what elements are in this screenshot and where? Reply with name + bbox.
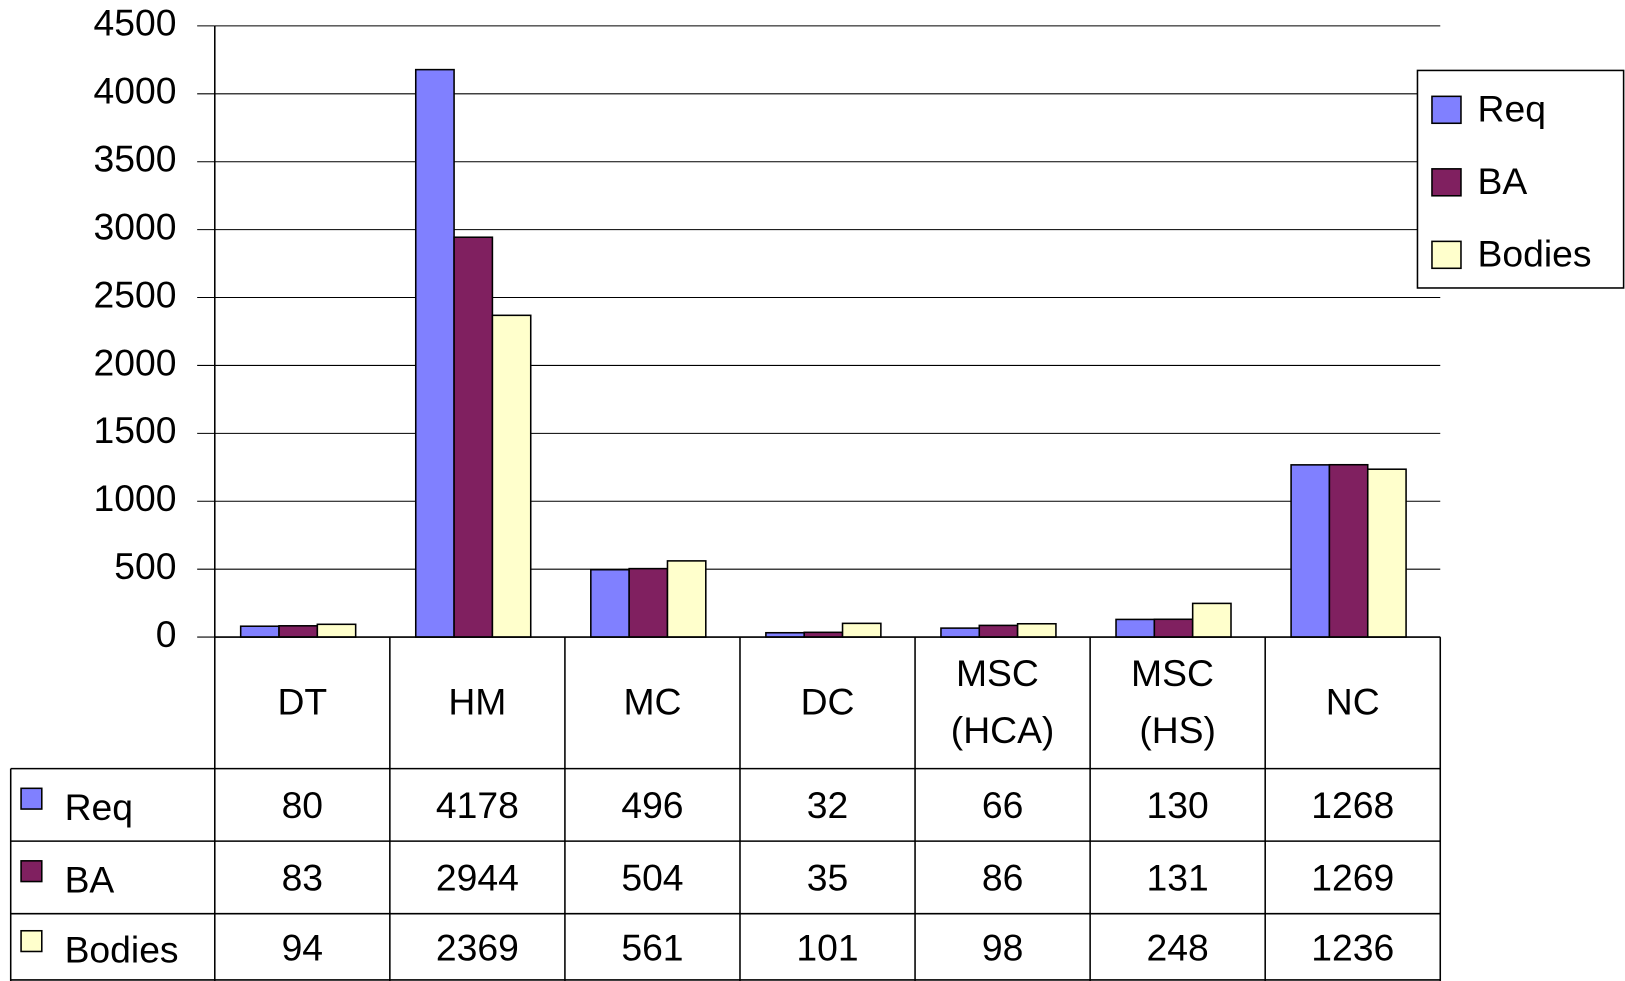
table-cell: 80 bbox=[282, 784, 323, 826]
table-cell: 1236 bbox=[1311, 926, 1394, 968]
bar bbox=[414, 68, 455, 638]
x-tick-label: DC bbox=[801, 680, 855, 722]
x-tick-label: HM bbox=[448, 680, 506, 722]
table-cell: 496 bbox=[621, 784, 683, 826]
table-cell: 2944 bbox=[436, 856, 519, 898]
x-tick-label: DT bbox=[277, 680, 327, 722]
legend-label: BA bbox=[1478, 160, 1528, 202]
y-tick-label: 2000 bbox=[94, 341, 177, 383]
bar bbox=[628, 567, 669, 638]
table-cell: 504 bbox=[621, 856, 683, 898]
bar bbox=[841, 622, 882, 638]
y-tick-label: 0 bbox=[156, 613, 177, 655]
bar bbox=[666, 560, 707, 638]
y-tick-label: 4500 bbox=[94, 2, 177, 44]
bar bbox=[1016, 622, 1057, 638]
legend-label: Bodies bbox=[1478, 233, 1592, 275]
y-tick-label: 3500 bbox=[94, 138, 177, 180]
y-tick-label: 2500 bbox=[94, 273, 177, 315]
bar bbox=[1366, 468, 1407, 638]
table-cell: 4178 bbox=[436, 784, 519, 826]
table-cell: 248 bbox=[1147, 926, 1209, 968]
bar bbox=[590, 568, 630, 638]
bar bbox=[1290, 464, 1331, 638]
table-cell: 32 bbox=[807, 784, 848, 826]
table-row-label: Bodies bbox=[65, 928, 179, 970]
bar bbox=[316, 623, 357, 638]
legend-label: Req bbox=[1478, 88, 1546, 130]
bar bbox=[1191, 602, 1232, 638]
bar bbox=[1153, 618, 1194, 638]
table-cell: 94 bbox=[282, 926, 323, 968]
x-tick-label: NC bbox=[1326, 680, 1380, 722]
table-cell: 1268 bbox=[1311, 784, 1394, 826]
legend-key bbox=[1431, 168, 1462, 197]
bar bbox=[940, 627, 981, 638]
table-cell: 35 bbox=[807, 856, 848, 898]
x-tick-label: MSC (HS) bbox=[1131, 652, 1224, 751]
table-cell: 66 bbox=[982, 784, 1023, 826]
table-legend-key bbox=[20, 787, 43, 810]
legend-key bbox=[1431, 95, 1462, 125]
bar bbox=[453, 236, 494, 638]
y-tick-label: 500 bbox=[114, 545, 176, 587]
table-cell: 98 bbox=[982, 926, 1023, 968]
table-cell: 131 bbox=[1147, 856, 1209, 898]
table-row-label: BA bbox=[65, 858, 115, 900]
table-cell: 1269 bbox=[1311, 856, 1394, 898]
bar bbox=[1115, 618, 1156, 638]
y-tick-label: 1000 bbox=[94, 477, 177, 519]
table-cell: 561 bbox=[621, 926, 683, 968]
y-tick-label: 4000 bbox=[94, 70, 177, 112]
table-cell: 83 bbox=[282, 856, 323, 898]
bar bbox=[491, 314, 532, 638]
table-legend-key bbox=[20, 929, 43, 953]
x-tick-label: MC bbox=[623, 680, 681, 722]
table-cell: 86 bbox=[982, 856, 1023, 898]
legend-key bbox=[1431, 240, 1462, 270]
table-cell: 130 bbox=[1147, 784, 1209, 826]
bar bbox=[978, 624, 1019, 638]
bar bbox=[1328, 463, 1369, 638]
x-tick-label: MSC (HCA) bbox=[951, 652, 1055, 751]
bar bbox=[278, 625, 319, 638]
table-cell: 2369 bbox=[436, 926, 519, 968]
y-tick-label: 3000 bbox=[94, 205, 177, 247]
table-cell: 101 bbox=[796, 926, 858, 968]
table-row-label: Req bbox=[65, 786, 133, 828]
table-legend-key bbox=[20, 860, 43, 883]
y-tick-label: 1500 bbox=[94, 409, 177, 451]
bar bbox=[239, 625, 280, 638]
